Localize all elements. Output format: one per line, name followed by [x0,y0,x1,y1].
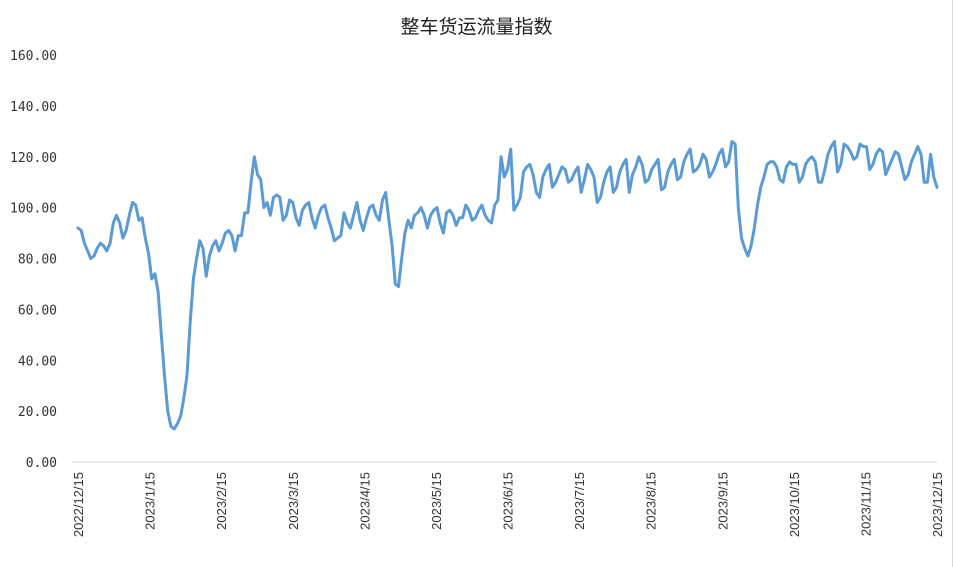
y-tick-label: 60.00 [18,303,57,318]
x-tick-label: 2023/7/15 [572,472,587,530]
x-tick-label: 2023/5/15 [429,472,444,530]
y-tick-label: 160.00 [10,49,57,64]
y-tick-label: 20.00 [18,405,57,420]
y-tick-label: 40.00 [18,354,57,369]
chart-title: 整车货运流量指数 [400,16,553,38]
x-axis: 2022/12/15 2023/1/15 2023/2/15 2023/3/15 202… [71,472,945,537]
x-tick-label: 2023/8/15 [644,472,659,530]
x-tick-label: 2023/10/15 [787,472,802,537]
x-tick-label: 2023/9/15 [715,472,730,530]
y-tick-label: 0.00 [26,456,57,471]
x-tick-label: 2023/1/15 [143,472,158,530]
x-tick-label: 2023/3/15 [286,472,301,530]
x-tick-label: 2023/6/15 [501,472,516,530]
x-tick-label: 2023/4/15 [357,472,372,530]
x-tick-label: 2023/2/15 [214,472,229,530]
x-tick-label: 2023/11/15 [858,472,873,536]
y-tick-label: 100.00 [10,202,57,217]
y-tick-label: 120.00 [10,151,57,166]
y-tick-label: 80.00 [18,253,57,268]
data-series-line [76,140,939,431]
y-axis: 0.00 20.00 40.00 60.00 80.00 100.00 120.00 140.… [10,49,57,471]
x-tick-label: 2023/12/15 [930,472,945,537]
x-tick-label: 2022/12/15 [71,472,86,537]
y-tick-label: 140.00 [10,100,57,115]
